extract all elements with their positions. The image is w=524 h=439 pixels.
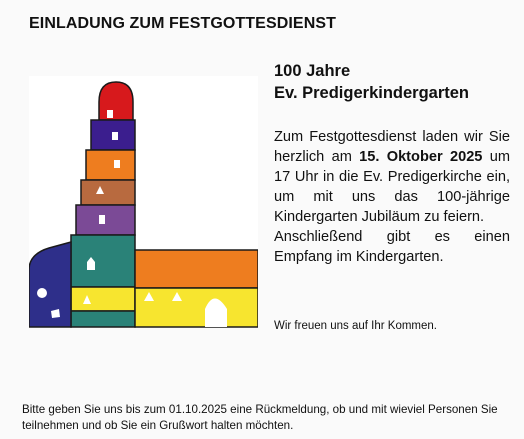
tower-window-7 bbox=[83, 295, 91, 304]
invite-part-2: um 17 Uhr in die Ev. Predigerkirche ein,… bbox=[274, 149, 510, 225]
nave-roof-orange bbox=[134, 249, 258, 289]
apse-navy bbox=[29, 241, 72, 328]
tower-window-2 bbox=[112, 132, 118, 140]
followup-paragraph: Anschließend gibt es einen Empfang im Ki… bbox=[274, 229, 510, 265]
page-heading: EINLADUNG ZUM FESTGOTTESDIENST bbox=[29, 15, 336, 32]
tower-band-brown bbox=[80, 179, 136, 206]
invitation-paragraph: Zum Festgottesdienst laden wir Sie herzl… bbox=[274, 127, 510, 227]
invite-date: 15. Oktober 2025 bbox=[359, 149, 483, 165]
tower-band-yellow bbox=[70, 286, 136, 312]
tower-window-4 bbox=[96, 186, 104, 194]
tower-window-1 bbox=[107, 110, 113, 118]
tower-top-red bbox=[98, 81, 134, 121]
nave-door bbox=[205, 298, 227, 327]
tower-band-teal bbox=[70, 234, 136, 288]
tower-window-6 bbox=[87, 257, 95, 270]
tower-base-teal bbox=[70, 310, 136, 328]
nave-window-1 bbox=[144, 292, 154, 301]
tower-band-orange bbox=[85, 149, 136, 181]
regards-line: Wir freuen uns auf Ihr Kommen. bbox=[274, 320, 437, 332]
invitation-text-column: 100 Jahre Ev. Predigerkindergarten Zum F… bbox=[274, 60, 510, 267]
nave-window-2 bbox=[172, 292, 182, 301]
apse-window-quad bbox=[51, 309, 60, 318]
apse-window-round bbox=[37, 288, 47, 298]
rsvp-footer: Bitte geben Sie uns bis zum 01.10.2025 e… bbox=[22, 403, 498, 432]
tower-window-3 bbox=[114, 160, 120, 168]
church-illustration bbox=[29, 76, 258, 328]
tower-window-5 bbox=[99, 215, 105, 224]
invite-part-1: Zum Festgottesdienst laden wir Sie herzl… bbox=[274, 129, 510, 165]
church-drawing bbox=[29, 81, 258, 328]
title-line-1: 100 Jahre bbox=[274, 62, 351, 80]
nave-wall-yellow bbox=[134, 287, 258, 328]
title-line-2: Ev. Predigerkindergarten bbox=[274, 84, 470, 102]
tower-band-purple bbox=[75, 204, 136, 236]
